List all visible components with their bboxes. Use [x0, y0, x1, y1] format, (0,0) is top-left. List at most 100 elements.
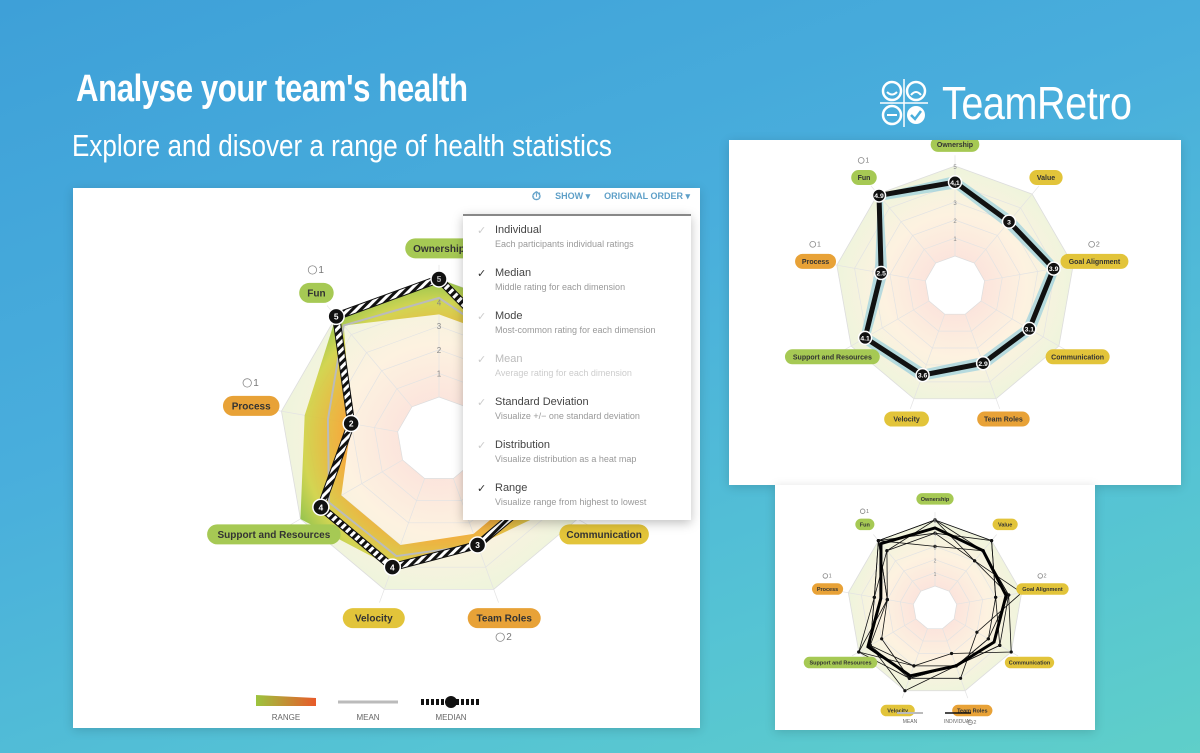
- legend-median-dot: [445, 696, 457, 708]
- order-menu-button[interactable]: ORIGINAL ORDER ▾: [604, 190, 690, 201]
- svg-text:Fun: Fun: [860, 522, 871, 528]
- median-point-support-and-resources: 4: [312, 498, 330, 516]
- individual-point: [986, 637, 990, 641]
- option-label: Mode: [495, 310, 523, 322]
- individual-point: [994, 595, 998, 599]
- grid-spoke: [909, 314, 946, 410]
- dimension-label-ownership[interactable]: Ownership: [405, 238, 473, 259]
- individual-point: [933, 518, 937, 522]
- dimension-label-support-and-resources[interactable]: Support and Resources: [784, 349, 880, 365]
- dimension-label-support-and-resources[interactable]: Support and Resources: [207, 524, 341, 545]
- tick-label: 5: [953, 165, 957, 171]
- vote-badge-count: 2: [506, 632, 512, 643]
- subheadline: Explore and disover a range of health st…: [72, 128, 612, 163]
- dimension-label-value[interactable]: Value: [992, 518, 1018, 531]
- svg-text:Fun: Fun: [307, 288, 325, 299]
- individual-radar-chart: 1 2 3 4 5 Ownership Value Goal Alignment 2 Commun…: [803, 493, 1069, 726]
- tick-label: 3: [934, 545, 937, 551]
- svg-text:Ownership: Ownership: [413, 244, 465, 255]
- tick-label: 2: [934, 559, 937, 565]
- individual-point: [1007, 593, 1011, 597]
- show-option-standard-deviation[interactable]: ✓ Standard Deviation Visualize +/− one sta…: [463, 388, 691, 431]
- checkmark-icon: ✓: [477, 440, 487, 452]
- show-menu-button[interactable]: SHOW ▾: [555, 190, 591, 201]
- vote-badge-count: 1: [866, 509, 869, 515]
- grid-spoke: [851, 618, 917, 657]
- svg-text:Goal Alignment: Goal Alignment: [1022, 587, 1063, 593]
- vote-badge: 2: [967, 719, 976, 726]
- grid-ring: [854, 183, 1056, 383]
- vote-badge-count: 2: [1044, 574, 1047, 580]
- dimension-label-support-and-resources[interactable]: Support and Resources: [803, 656, 878, 669]
- median-point-goal-alignment: 3.9: [1046, 261, 1061, 276]
- median-value-label: 4.1: [950, 180, 960, 187]
- check-circle-icon: [859, 508, 866, 514]
- tick-label: 4: [953, 183, 957, 189]
- grid-spoke: [942, 628, 969, 699]
- dimension-label-communication[interactable]: Communication: [1045, 349, 1110, 365]
- dimension-label-velocity[interactable]: Velocity: [884, 411, 929, 427]
- median-point-support-and-resources: 4.1: [857, 330, 873, 346]
- dimension-label-velocity[interactable]: Velocity: [342, 608, 405, 629]
- dimension-label-process[interactable]: Process: [222, 395, 280, 416]
- dimension-label-communication[interactable]: Communication: [559, 524, 649, 545]
- show-option-mode[interactable]: ✓ Mode Most-common rating for each dimensi…: [463, 302, 691, 345]
- show-option-range[interactable]: ✓ Range Visualize range from highest to lo…: [463, 474, 691, 517]
- show-option-distribution[interactable]: ✓ Distribution Visualize distribution as a…: [463, 431, 691, 474]
- individual-point: [876, 538, 881, 543]
- median-point-team-roles: 2.9: [975, 355, 991, 371]
- dimension-label-ownership[interactable]: Ownership: [930, 140, 980, 152]
- dimension-label-communication[interactable]: Communication: [1004, 656, 1055, 669]
- dimension-label-fun[interactable]: Fun: [855, 518, 875, 531]
- individual-point: [885, 549, 889, 553]
- legend-label-mean: MEAN: [356, 713, 379, 722]
- vote-badge: 2: [1037, 573, 1047, 580]
- checkmark-icon: ✓: [477, 225, 487, 237]
- individual-point: [933, 531, 937, 535]
- check-circle-icon: [967, 719, 973, 726]
- option-label: Range: [495, 482, 528, 494]
- median-point-communication: 3.1: [1022, 321, 1037, 337]
- dimension-label-team-roles[interactable]: Team Roles: [952, 704, 993, 717]
- tick-label: 4: [437, 299, 442, 308]
- dimension-label-velocity[interactable]: Velocity: [880, 704, 915, 717]
- individual-point: [958, 676, 963, 680]
- individual-point: [903, 689, 907, 693]
- checkmark-icon: ✓: [477, 354, 487, 366]
- dimension-label-value[interactable]: Value: [1029, 170, 1063, 186]
- dimension-label-goal-alignment[interactable]: Goal Alignment: [1060, 253, 1129, 269]
- dimension-label-process[interactable]: Process: [795, 253, 837, 269]
- individual-point: [933, 544, 937, 548]
- dimension-label-team-roles[interactable]: Team Roles: [977, 411, 1030, 427]
- individual-point: [912, 664, 916, 668]
- radar-center-hole: [912, 585, 958, 630]
- svg-text:Velocity: Velocity: [887, 708, 909, 714]
- median-point-fun: 5: [327, 307, 345, 326]
- svg-text:Support and Resources: Support and Resources: [793, 354, 872, 361]
- median-value-label: 3.1: [1025, 327, 1035, 334]
- vote-badge: 1: [822, 573, 832, 580]
- vote-badge: 2: [1088, 240, 1100, 248]
- check-circle-icon: [1088, 240, 1095, 248]
- median-point-process: 2: [342, 414, 360, 433]
- legend-label-individual: INDIVIDUAL: [944, 719, 972, 725]
- dimension-label-process[interactable]: Process: [811, 583, 844, 595]
- dimension-label-ownership[interactable]: Ownership: [916, 493, 954, 505]
- show-option-individual[interactable]: ✓ Individual Each participants individual …: [463, 216, 691, 259]
- dimension-label-fun[interactable]: Fun: [299, 282, 334, 303]
- grid-spoke: [948, 534, 997, 592]
- svg-text:Fun: Fun: [858, 175, 871, 182]
- timer-icon[interactable]: ⏱: [531, 188, 542, 203]
- svg-text:Goal Alignment: Goal Alignment: [1069, 259, 1121, 266]
- dimension-label-team-roles[interactable]: Team Roles: [467, 608, 541, 629]
- dimension-label-goal-alignment[interactable]: Goal Alignment: [1016, 583, 1069, 595]
- dimension-label-fun[interactable]: Fun: [851, 170, 877, 186]
- show-option-mean[interactable]: ✓ Mean Average rating for each dimension: [463, 345, 691, 388]
- option-description: Visualize +/− one standard deviation: [495, 411, 640, 421]
- show-option-median[interactable]: ✓ Median Middle rating for each dimension: [463, 259, 691, 302]
- svg-text:Process: Process: [802, 259, 829, 266]
- svg-text:Team Roles: Team Roles: [957, 708, 987, 714]
- check-circle-icon: [809, 240, 817, 248]
- main-radar-panel: 53333442512345OwnershipValueGoal Alignme…: [73, 188, 700, 728]
- grid-spoke: [901, 628, 928, 699]
